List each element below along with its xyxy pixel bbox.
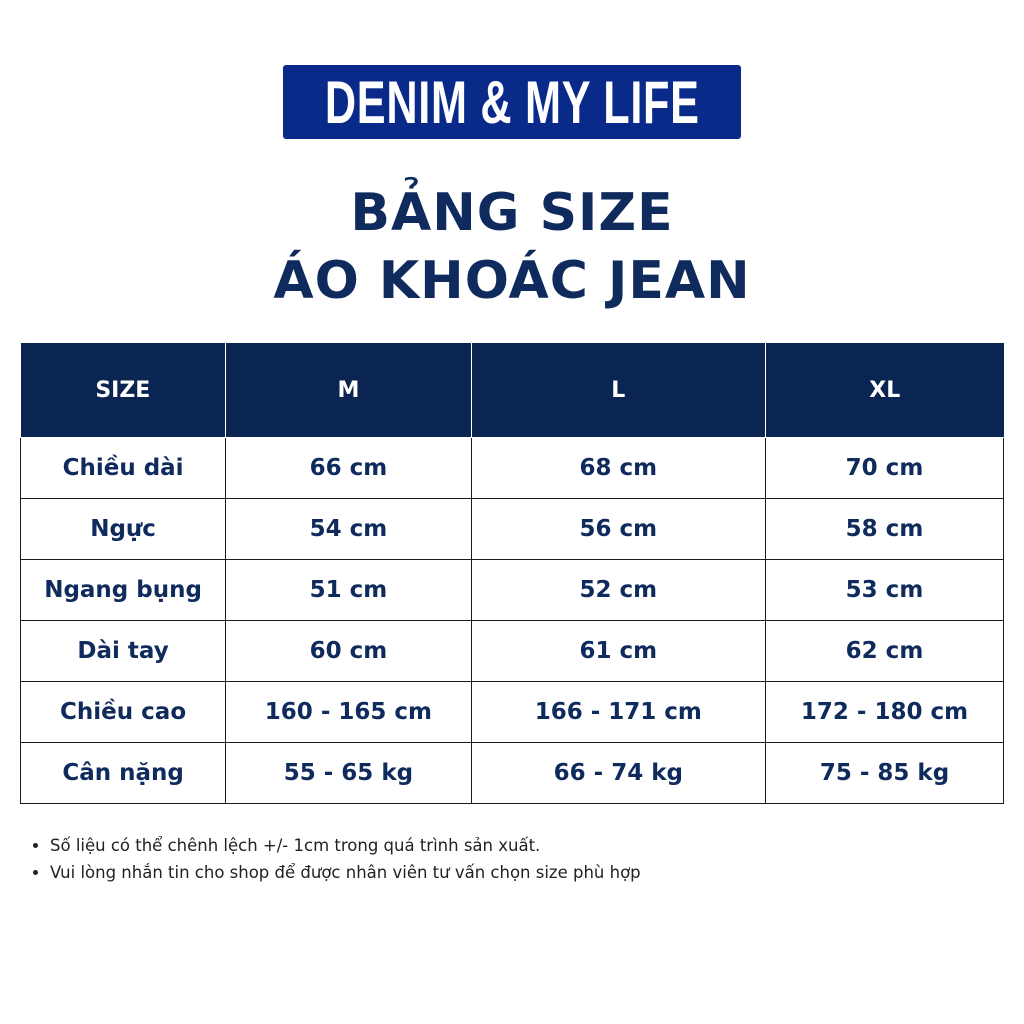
table-cell: 66 cm <box>225 437 472 499</box>
table-cell: 166 - 171 cm <box>470 681 766 743</box>
table-cell: 172 - 180 cm <box>764 681 1005 743</box>
header-cell: L <box>470 343 766 438</box>
table-cell: 61 cm <box>470 620 766 682</box>
table-row: Cân nặng 55 - 65 kg 66 - 74 kg 75 - 85 kg <box>19 742 1005 804</box>
note-item: Vui lòng nhắn tin cho shop để được nhân … <box>50 859 641 886</box>
size-table: SIZE M L XL Chiều dài 66 cm 68 cm 70 cm Ngực… <box>19 343 1005 804</box>
note-item: Số liệu có thể chênh lệch +/- 1cm trong … <box>50 832 641 859</box>
header-cell: M <box>225 343 472 438</box>
table-cell: 55 - 65 kg <box>225 742 472 804</box>
row-label: Chiều dài <box>19 437 227 499</box>
table-row: Dài tay 60 cm 61 cm 62 cm <box>19 620 1005 682</box>
table-header-row: SIZE M L XL <box>20 343 1004 438</box>
notes-list: Số liệu có thể chênh lệch +/- 1cm trong … <box>28 832 641 886</box>
row-label: Cân nặng <box>19 742 227 804</box>
row-label: Chiều cao <box>19 681 227 743</box>
table-row: Chiều cao 160 - 165 cm 166 - 171 cm 172 - 1… <box>19 681 1005 743</box>
table-row: Ngực 54 cm 56 cm 58 cm <box>19 498 1005 560</box>
table-cell: 58 cm <box>764 498 1005 560</box>
row-label: Dài tay <box>19 620 227 682</box>
brand-logo-text: DENIM & MY LIFE <box>324 68 700 136</box>
table-cell: 62 cm <box>764 620 1005 682</box>
table-row: Chiều dài 66 cm 68 cm 70 cm <box>19 437 1005 499</box>
table-cell: 75 - 85 kg <box>764 742 1005 804</box>
table-cell: 68 cm <box>470 437 766 499</box>
page-title-line1: BẢNG SIZE <box>350 183 674 243</box>
header-cell: XL <box>764 343 1004 438</box>
page-title-line2: ÁO KHOÁC JEAN <box>273 251 751 311</box>
table-cell: 52 cm <box>470 559 766 621</box>
table-row: Ngang bụng 51 cm 52 cm 53 cm <box>19 559 1005 621</box>
table-cell: 70 cm <box>764 437 1005 499</box>
table-cell: 51 cm <box>225 559 472 621</box>
table-cell: 53 cm <box>764 559 1005 621</box>
table-cell: 54 cm <box>225 498 472 560</box>
table-cell: 66 - 74 kg <box>470 742 766 804</box>
brand-logo: DENIM & MY LIFE <box>283 65 741 139</box>
row-label: Ngực <box>19 498 227 560</box>
table-cell: 56 cm <box>470 498 766 560</box>
header-cell: SIZE <box>20 343 227 438</box>
table-cell: 160 - 165 cm <box>225 681 472 743</box>
row-label: Ngang bụng <box>19 559 227 621</box>
table-cell: 60 cm <box>225 620 472 682</box>
